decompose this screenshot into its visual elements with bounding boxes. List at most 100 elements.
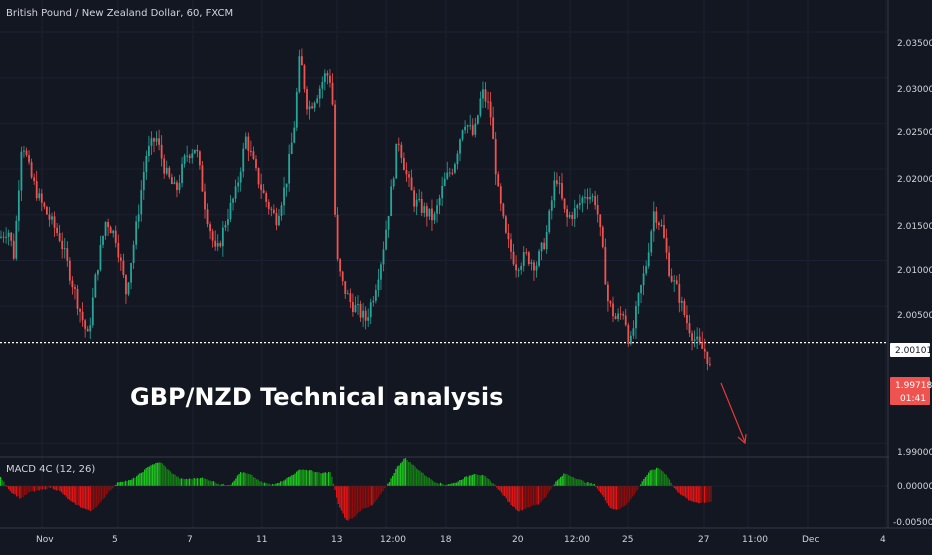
candle-body <box>94 274 97 298</box>
macd-bar <box>278 482 280 486</box>
macd-bar <box>593 483 595 486</box>
time-axis[interactable]: Nov 5 7 11 13 12:00 18 20 12:00 25 27 11… <box>36 535 886 545</box>
macd-bar <box>507 486 509 502</box>
macd-histogram[interactable] <box>0 458 888 521</box>
macd-bar <box>412 465 415 486</box>
candle-body <box>51 216 53 220</box>
macd-bar <box>116 482 119 486</box>
macd-bar <box>347 486 349 521</box>
symbol-title[interactable]: British Pound / New Zealand Dollar, 60, … <box>6 8 233 19</box>
macd-bar <box>11 486 13 494</box>
time-axis-label: 27 <box>698 535 709 545</box>
candle-body <box>405 170 408 175</box>
candle-body <box>441 185 444 198</box>
macd-bar <box>526 486 528 508</box>
candle-body <box>566 209 568 218</box>
macd-bar <box>616 486 618 510</box>
candle-body <box>387 216 390 230</box>
macd-bar <box>304 469 306 486</box>
macd-bar <box>300 470 303 486</box>
down-arrow-icon[interactable] <box>720 382 747 445</box>
level-price-tag[interactable]: 2.00101 <box>890 343 932 357</box>
macd-bar <box>272 484 274 486</box>
macd-bar <box>6 486 8 487</box>
macd-bar <box>88 486 90 510</box>
candle-body <box>709 363 711 365</box>
macd-bar <box>547 486 549 494</box>
macd-bar <box>206 479 208 486</box>
candle-body <box>561 183 563 199</box>
candle-body <box>686 315 688 324</box>
macd-bar <box>19 486 21 499</box>
candle-body <box>456 153 459 165</box>
candle-body <box>46 206 48 215</box>
candle-body <box>298 56 301 92</box>
candlestick-series[interactable] <box>0 48 711 371</box>
macd-bar <box>358 486 360 512</box>
macd-bar <box>444 484 447 486</box>
price-axis[interactable]: 2.03500 2.03000 2.02500 2.02000 2.01500 … <box>897 39 932 458</box>
bar-countdown: 01:41 <box>900 394 926 404</box>
macd-bar <box>518 486 520 512</box>
macd-bar <box>132 477 135 486</box>
candle-body <box>558 183 561 185</box>
macd-bar <box>643 479 645 486</box>
candle-body <box>142 172 145 191</box>
macd-bar <box>38 486 40 491</box>
candle-body <box>97 269 99 275</box>
macd-bar <box>184 479 186 486</box>
macd-bar <box>382 486 384 491</box>
candle-body <box>209 224 211 232</box>
macd-bar <box>46 486 48 490</box>
macd-bar <box>201 477 203 486</box>
candle-body <box>420 198 423 213</box>
candle-body <box>678 284 681 303</box>
macd-indicator-label[interactable]: MACD 4C (12, 26) <box>6 464 95 475</box>
macd-bar <box>494 484 496 486</box>
macd-bar <box>1 480 3 486</box>
candle-body <box>163 158 166 174</box>
candle-body <box>535 265 538 271</box>
candle-body <box>629 335 632 344</box>
macd-bar <box>484 476 487 486</box>
macd-bar <box>416 468 418 486</box>
macd-bar <box>446 484 448 486</box>
macd-bar <box>649 470 651 486</box>
candle-body <box>308 106 311 110</box>
macd-bar <box>49 486 51 488</box>
macd-bar <box>179 478 181 486</box>
macd-bar <box>587 482 589 486</box>
candle-body <box>545 232 548 250</box>
macd-bar <box>350 486 352 519</box>
macd-bar <box>499 486 501 491</box>
macd-bar <box>670 482 672 486</box>
last-price-tag[interactable]: 1.99718 01:41 <box>890 377 932 405</box>
macd-bar <box>177 476 179 486</box>
macd-bar <box>339 486 341 508</box>
macd-bar <box>697 486 699 503</box>
time-axis-label: 11:00 <box>742 535 768 545</box>
candle-body <box>522 252 525 266</box>
macd-bar <box>673 486 675 489</box>
macd-bar <box>476 474 479 486</box>
macd-bar <box>233 480 235 486</box>
macd-bar <box>428 477 431 486</box>
candle-body <box>408 174 410 178</box>
macd-bar <box>390 478 392 486</box>
candle-body <box>479 98 482 116</box>
candle-body <box>578 203 581 206</box>
candle-body <box>117 242 120 258</box>
candle-body <box>227 218 229 225</box>
time-axis-label: 11 <box>256 535 267 545</box>
macd-bar <box>708 486 711 502</box>
macd-bar <box>227 485 229 486</box>
macd-bar <box>595 486 597 487</box>
macd-bar <box>41 486 43 490</box>
macd-bar <box>140 472 143 486</box>
macd-bar <box>355 486 357 517</box>
candle-body <box>204 191 206 210</box>
macd-bar <box>65 486 67 497</box>
candle-body <box>232 198 234 203</box>
macd-bar <box>211 481 213 486</box>
